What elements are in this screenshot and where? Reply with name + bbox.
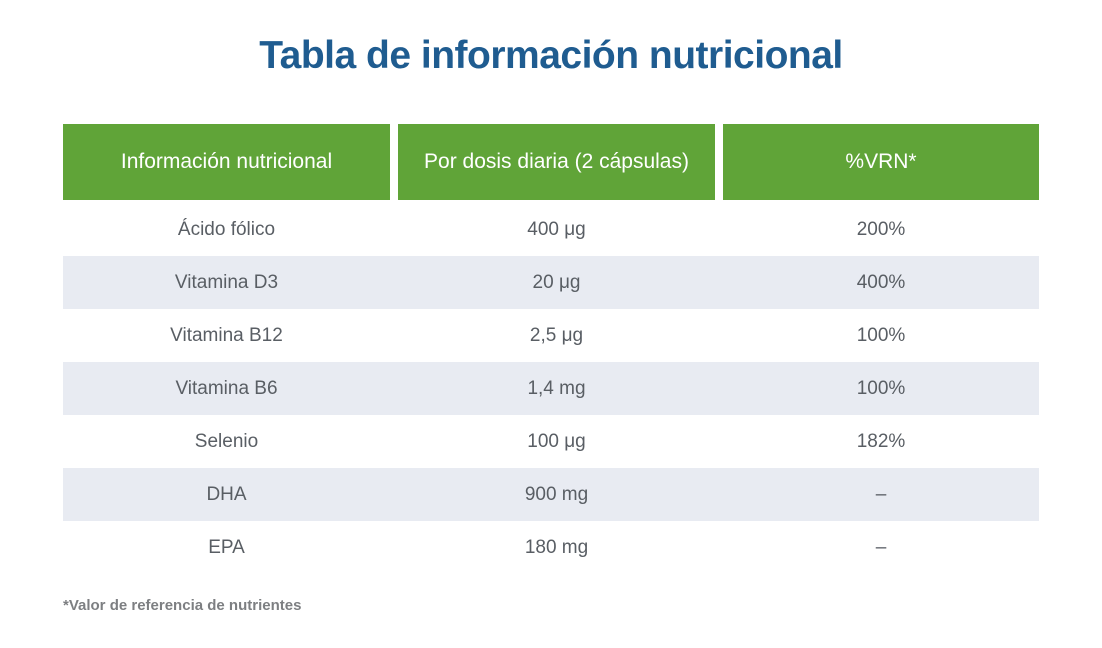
- table-row: EPA 180 mg –: [63, 521, 1039, 574]
- cell-nutrient: EPA: [208, 537, 245, 558]
- cell-amount: 100 μg: [527, 431, 586, 452]
- cell-amount: 180 mg: [524, 537, 589, 558]
- cell-nutrient: DHA: [206, 484, 247, 505]
- cell-nutrient: Vitamina D3: [174, 272, 279, 293]
- table-row: Vitamina B6 1,4 mg 100%: [63, 362, 1039, 415]
- cell-amount: 20 μg: [532, 272, 581, 293]
- table-row: DHA 900 mg –: [63, 468, 1039, 521]
- cell-vrn: 182%: [856, 431, 906, 452]
- table-header-row: Información nutricional Por dosis diaria…: [63, 124, 1039, 200]
- header-cell-dose: Por dosis diaria (2 cápsulas): [398, 124, 715, 200]
- cell-amount: 2,5 μg: [529, 325, 584, 346]
- cell-amount: 1,4 mg: [527, 378, 586, 399]
- table-row: Selenio 100 μg 182%: [63, 415, 1039, 468]
- cell-vrn: –: [875, 484, 887, 505]
- table-row: Ácido fólico 400 μg 200%: [63, 203, 1039, 256]
- nutrition-table: Información nutricional Por dosis diaria…: [63, 124, 1039, 574]
- cell-nutrient: Ácido fólico: [177, 219, 276, 240]
- cell-amount: 400 μg: [527, 219, 586, 240]
- header-gap: [715, 124, 723, 200]
- cell-vrn: 100%: [856, 325, 906, 346]
- cell-nutrient: Selenio: [194, 431, 259, 452]
- table-row: Vitamina D3 20 μg 400%: [63, 256, 1039, 309]
- header-cell-info: Información nutricional: [63, 124, 390, 200]
- cell-vrn: –: [875, 537, 887, 558]
- cell-nutrient: Vitamina B12: [170, 325, 283, 346]
- footnote: *Valor de referencia de nutrientes: [63, 597, 302, 614]
- cell-vrn: 100%: [856, 378, 906, 399]
- cell-vrn: 200%: [856, 219, 906, 240]
- cell-amount: 900 mg: [524, 484, 589, 505]
- header-gap: [390, 124, 398, 200]
- header-cell-vrn: %VRN*: [723, 124, 1039, 200]
- cell-vrn: 400%: [856, 272, 906, 293]
- table-row: Vitamina B12 2,5 μg 100%: [63, 309, 1039, 362]
- cell-nutrient: Vitamina B6: [175, 378, 278, 399]
- page-title: Tabla de información nutricional: [259, 34, 843, 77]
